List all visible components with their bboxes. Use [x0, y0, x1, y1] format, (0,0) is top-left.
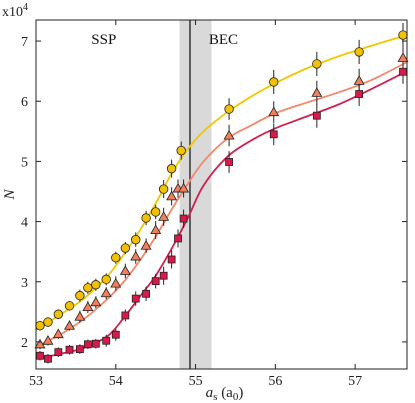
plot-frame — [35, 19, 408, 370]
circle-marker — [141, 213, 151, 223]
circle-marker — [53, 309, 64, 319]
y-tick-label: 2 — [21, 336, 28, 351]
square-marker — [65, 345, 74, 354]
square-marker — [36, 351, 44, 360]
square-marker — [44, 354, 52, 363]
square-marker — [167, 255, 176, 264]
triangle-marker — [42, 335, 54, 345]
square-marker — [83, 340, 92, 349]
y-multiplier: x104 — [2, 2, 28, 20]
triangle-marker — [353, 75, 365, 85]
y-axis-label: N — [2, 189, 18, 201]
annotation-bec: BEC — [209, 32, 238, 48]
x-tick-label: 56 — [268, 374, 282, 389]
square-marker — [54, 348, 63, 357]
circle-marker — [354, 47, 364, 57]
square-marker — [225, 158, 233, 166]
triangle-marker — [268, 106, 280, 117]
y-multiplier-exponent: 4 — [23, 2, 28, 13]
y-tick-label: 5 — [21, 155, 28, 170]
square-marker — [159, 271, 168, 280]
square-marker — [75, 345, 84, 354]
data-markers — [34, 30, 409, 363]
circle-marker — [176, 145, 186, 156]
circle-marker — [120, 243, 131, 253]
triangle-marker — [311, 87, 323, 97]
triangle-marker — [166, 190, 178, 201]
circle-marker — [398, 30, 408, 40]
triangle-marker — [223, 129, 235, 140]
x-axis-label: as (a0) — [206, 385, 244, 403]
shaded-band — [179, 20, 212, 369]
triangle-marker — [119, 265, 131, 275]
circle-marker — [312, 59, 322, 69]
square-marker — [312, 111, 321, 120]
square-marker — [269, 130, 278, 139]
square-marker — [399, 67, 407, 76]
circle-marker — [111, 252, 121, 263]
triangle-marker — [64, 320, 75, 330]
x-tick-label: 53 — [29, 374, 43, 389]
error-bars — [39, 23, 404, 364]
x-tick-label: 55 — [189, 374, 203, 389]
circle-marker — [64, 301, 75, 311]
circle-marker — [158, 184, 169, 194]
square-marker — [111, 330, 120, 339]
circle-marker — [91, 280, 101, 290]
square-marker — [142, 289, 151, 298]
triangle-marker — [130, 250, 142, 261]
y-tick-label: 3 — [21, 276, 28, 291]
circle-marker — [131, 234, 141, 245]
triangle-marker — [150, 224, 162, 235]
triangle-marker — [178, 182, 190, 193]
y-tick-label: 4 — [21, 216, 28, 231]
triangle-marker — [397, 52, 409, 62]
circle-marker — [35, 320, 45, 331]
circle-marker — [43, 317, 53, 327]
circle-marker — [83, 283, 93, 293]
square-marker — [121, 311, 130, 320]
x-tick-label: 54 — [109, 374, 123, 389]
circle-marker — [150, 207, 161, 217]
x-tick-label: 57 — [348, 374, 362, 389]
circle-marker — [224, 104, 234, 114]
square-marker — [91, 339, 100, 348]
circle-marker — [166, 163, 177, 174]
square-marker — [355, 90, 364, 98]
y-tick-label: 6 — [21, 95, 28, 110]
triangle-marker — [110, 277, 122, 288]
triangle-marker — [82, 301, 94, 312]
circle-marker — [269, 77, 279, 87]
triangle-marker — [90, 296, 102, 307]
triangle-marker — [34, 338, 46, 349]
annotation-ssp: SSP — [91, 32, 116, 48]
y-tick-label: 7 — [21, 35, 28, 50]
triangle-marker — [100, 287, 112, 298]
triangle-marker — [140, 240, 152, 250]
circle-marker — [101, 274, 111, 285]
square-marker — [131, 294, 140, 303]
band-layer — [179, 20, 212, 369]
triangle-marker — [74, 311, 86, 321]
square-marker — [179, 214, 188, 223]
triangle-marker — [158, 211, 170, 221]
square-fit-curve — [35, 70, 408, 360]
square-marker — [102, 336, 111, 345]
square-marker — [151, 277, 160, 286]
square-marker — [174, 234, 182, 243]
triangle-marker — [52, 328, 64, 339]
circle-marker — [75, 290, 85, 301]
